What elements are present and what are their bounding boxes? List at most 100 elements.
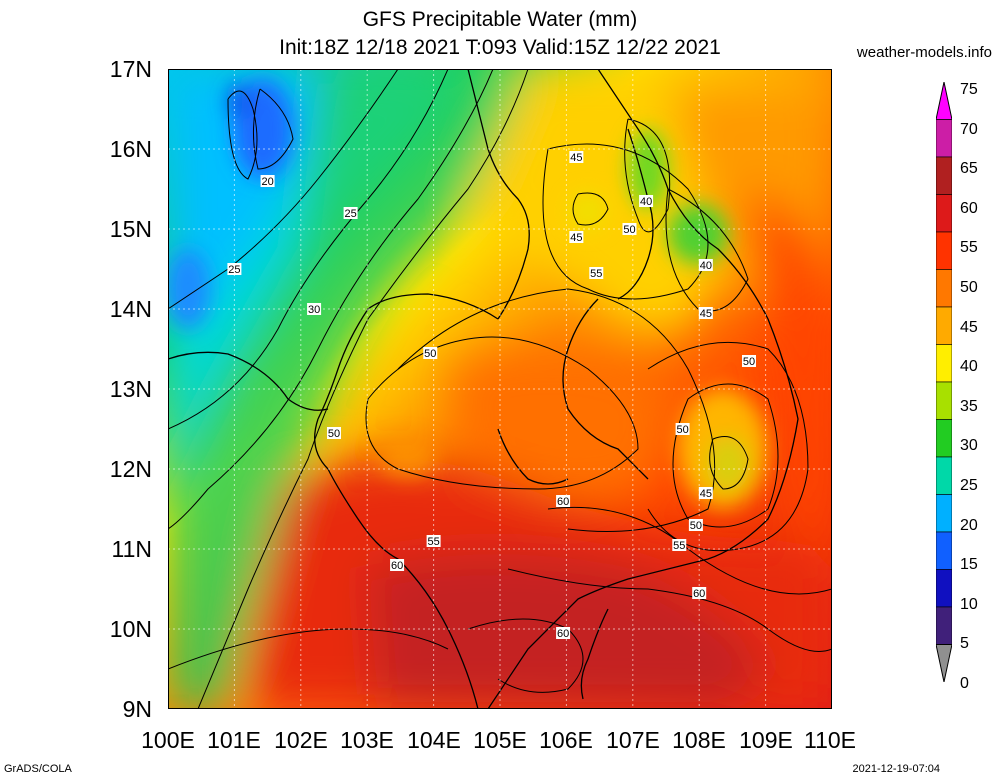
colorbar-label: 50 xyxy=(960,279,978,296)
colorbar-segment xyxy=(936,419,952,458)
lat-label: 12N xyxy=(109,456,152,482)
contour-lines xyxy=(168,69,832,709)
svg-text:50: 50 xyxy=(743,356,755,368)
colorbar-label: 65 xyxy=(960,160,978,178)
site-label: weather-models.info xyxy=(856,44,992,61)
svg-text:40: 40 xyxy=(640,196,652,208)
contour-label: 55 xyxy=(426,535,441,548)
svg-text:55: 55 xyxy=(427,536,439,548)
contour-label: 45 xyxy=(698,487,713,500)
svg-text:50: 50 xyxy=(328,428,340,440)
colorbar-segment xyxy=(936,569,952,608)
svg-text:60: 60 xyxy=(391,560,403,572)
lon-label: 102E xyxy=(274,727,328,753)
colorbar-segment xyxy=(936,269,952,308)
colorbar-label: 60 xyxy=(960,199,978,217)
lon-label: 107E xyxy=(606,727,660,753)
svg-text:60: 60 xyxy=(693,588,705,600)
svg-text:45: 45 xyxy=(700,308,712,320)
colorbar-label: 45 xyxy=(960,318,978,336)
svg-text:25: 25 xyxy=(344,208,356,220)
colorbar-label: 30 xyxy=(960,437,978,455)
lon-label: 109E xyxy=(739,727,793,753)
colorbar-segment xyxy=(936,606,952,645)
colorbar xyxy=(936,82,952,682)
colorbar-label: 75 xyxy=(960,81,978,98)
svg-text:50: 50 xyxy=(623,224,635,236)
lon-label: 106E xyxy=(539,727,593,753)
colorbar-label: 55 xyxy=(960,239,978,257)
contour-label: 60 xyxy=(390,559,405,572)
contour-label: 40 xyxy=(639,195,654,208)
lat-label: 14N xyxy=(109,296,152,322)
colorbar-label: 35 xyxy=(960,397,978,415)
lon-label: 101E xyxy=(207,727,261,753)
svg-text:55: 55 xyxy=(590,268,602,280)
contour-label: 60 xyxy=(556,495,571,508)
lat-label: 17N xyxy=(109,56,152,82)
svg-text:60: 60 xyxy=(557,496,569,508)
colorbar-segment xyxy=(936,456,952,495)
contour-label: 40 xyxy=(698,259,713,272)
colorbar-segment xyxy=(936,494,952,533)
lon-label: 105E xyxy=(473,727,527,753)
colorbar-segment xyxy=(936,231,952,270)
colorbar-label: 10 xyxy=(960,595,978,613)
map-subtitle: Init:18Z 12/18 2021 T:093 Valid:15Z 12/2… xyxy=(279,36,721,59)
svg-text:25: 25 xyxy=(228,264,240,276)
colorbar-label: 25 xyxy=(960,477,978,494)
svg-text:40: 40 xyxy=(700,260,712,272)
map-title: GFS Precipitable Water (mm) xyxy=(362,8,638,31)
contour-label: 55 xyxy=(672,539,687,552)
lat-label: 10N xyxy=(109,616,152,642)
footer-credit: GrADS/COLA xyxy=(4,763,72,775)
contour-label: 45 xyxy=(569,151,584,164)
contour-labels: 20 25 25 30 50 50 55 60 60 60 45 45 40 50 55 40 45 50 50 45… xyxy=(227,151,756,640)
svg-text:45: 45 xyxy=(570,152,582,164)
lat-label: 9N xyxy=(122,696,152,722)
contour-label: 50 xyxy=(688,519,703,532)
colorbar-top-arrow xyxy=(936,82,952,120)
contour-label: 25 xyxy=(343,207,358,220)
colorbar-segment xyxy=(936,194,952,233)
svg-text:50: 50 xyxy=(676,424,688,436)
grid-lines xyxy=(168,69,832,709)
lon-label: 100E xyxy=(141,727,195,753)
colorbar-label: 15 xyxy=(960,556,978,574)
svg-text:50: 50 xyxy=(690,520,702,532)
svg-text:45: 45 xyxy=(700,488,712,500)
colorbar-segment xyxy=(936,156,952,195)
lon-label: 103E xyxy=(340,727,394,753)
contour-label: 55 xyxy=(589,267,604,280)
svg-text:60: 60 xyxy=(557,628,569,640)
contour-label: 50 xyxy=(622,223,637,236)
colorbar-label: 20 xyxy=(960,516,978,534)
colorbar-label: 0 xyxy=(960,675,969,692)
colorbar-label: 40 xyxy=(960,358,978,376)
lon-label: 108E xyxy=(672,727,726,753)
lat-label: 13N xyxy=(109,376,152,402)
lon-label: 104E xyxy=(407,727,461,753)
contour-label: 50 xyxy=(327,427,341,440)
contour-label: 45 xyxy=(698,307,713,320)
contour-label: 30 xyxy=(307,303,322,316)
contour-label: 50 xyxy=(423,347,438,360)
footer-timestamp: 2021-12-19-07:04 xyxy=(852,763,940,775)
contour-label: 20 xyxy=(260,175,275,188)
lat-label: 11N xyxy=(111,536,153,562)
svg-text:55: 55 xyxy=(673,540,685,552)
svg-text:20: 20 xyxy=(261,176,273,188)
map-frame xyxy=(168,69,832,709)
lat-label: 15N xyxy=(109,216,152,242)
contour-label: 45 xyxy=(569,231,584,244)
contour-label: 25 xyxy=(227,263,242,276)
coastline-borders xyxy=(168,69,799,709)
lon-label: 110E xyxy=(803,727,857,753)
contour-label: 50 xyxy=(675,423,690,436)
svg-text:30: 30 xyxy=(308,304,320,316)
lat-label: 16N xyxy=(109,136,152,162)
colorbar-segment xyxy=(936,531,952,570)
contour-label: 50 xyxy=(742,355,756,368)
colorbar-segment xyxy=(936,344,952,383)
colorbar-segment xyxy=(936,381,952,420)
